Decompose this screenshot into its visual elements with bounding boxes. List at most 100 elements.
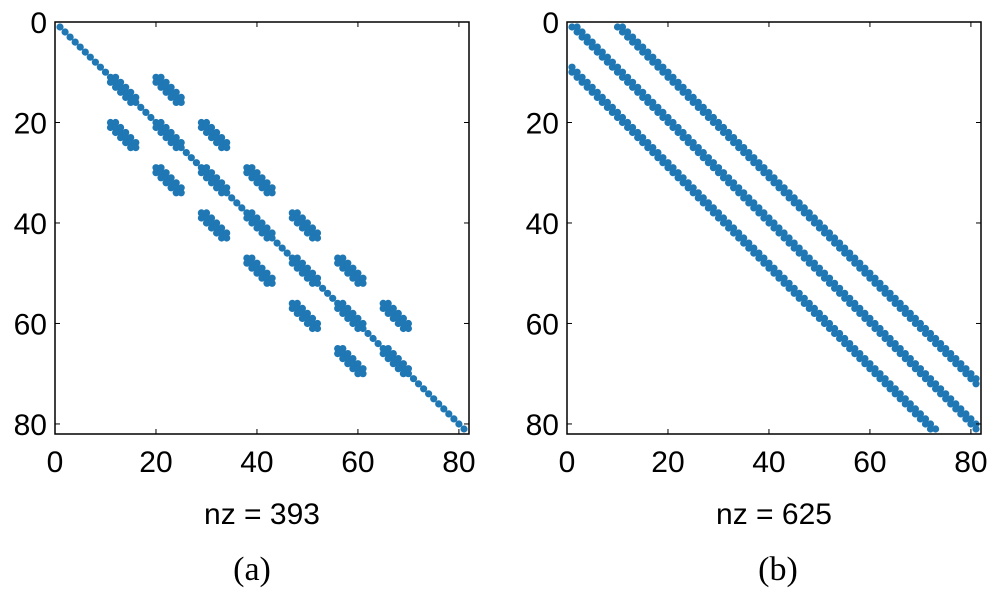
nonzero-point <box>399 319 407 328</box>
nonzero-point <box>298 269 306 277</box>
nonzero-point <box>618 113 627 122</box>
nonzero-point <box>725 224 733 232</box>
nonzero-point <box>957 365 965 373</box>
nonzero-point <box>293 209 301 217</box>
nonzero-point <box>952 400 960 408</box>
nonzero-point <box>308 274 317 282</box>
nonzero-point <box>719 219 728 227</box>
nonzero-point <box>243 259 251 267</box>
plot-frame-a <box>54 21 470 435</box>
nonzero-point <box>659 159 667 167</box>
nonzero-point <box>785 279 793 287</box>
nonzero-point <box>399 360 407 368</box>
nonzero-point <box>689 184 697 192</box>
nonzero-point <box>384 309 392 317</box>
nonzero-point <box>608 58 617 66</box>
nonzero-point <box>106 123 115 132</box>
nonzero-point <box>207 214 216 222</box>
nonzero-point <box>709 118 718 127</box>
nonzero-point <box>298 219 306 227</box>
nonzero-point <box>891 385 899 393</box>
nonzero-point <box>624 33 632 41</box>
nonzero-point <box>836 289 844 297</box>
nonzero-point <box>972 380 980 388</box>
nonzero-point <box>866 274 874 282</box>
nonzero-point <box>354 365 362 373</box>
sparsity-marks-a <box>56 23 468 433</box>
nonzero-point <box>674 123 682 132</box>
nonzero-point <box>800 294 808 302</box>
nonzero-point <box>669 123 677 132</box>
nonzero-point <box>699 199 707 207</box>
nonzero-point <box>664 73 672 81</box>
nonzero-point <box>293 304 301 312</box>
nonzero-point <box>152 118 160 127</box>
nonzero-point <box>825 234 834 242</box>
nonzero-point <box>588 38 596 46</box>
nonzero-point <box>213 128 221 137</box>
nonzero-point <box>344 269 352 277</box>
nonzero-point <box>629 128 637 137</box>
nonzero-point <box>684 134 692 142</box>
nonzero-point <box>800 299 808 307</box>
nonzero-point <box>846 345 854 353</box>
nonzero-point <box>303 219 311 227</box>
nonzero-point <box>644 98 652 106</box>
nonzero-point <box>207 169 216 177</box>
nonzero-point <box>349 365 357 373</box>
nonzero-point <box>947 395 955 403</box>
nonzero-point <box>730 139 738 147</box>
nonzero-point <box>399 314 407 322</box>
nonzero-point <box>785 284 793 292</box>
nonzero-point <box>669 73 677 81</box>
nonzero-point <box>926 334 935 343</box>
nonzero-point <box>96 63 104 71</box>
nonzero-point <box>127 144 135 152</box>
nonzero-point <box>831 284 839 292</box>
nonzero-point <box>404 370 412 378</box>
nonzero-point <box>629 33 637 41</box>
nonzero-point <box>624 118 632 127</box>
nonzero-point <box>780 184 788 192</box>
nonzero-point <box>71 38 79 46</box>
nonzero-point <box>962 365 970 373</box>
nonzero-point <box>714 214 723 222</box>
nonzero-point <box>112 118 120 127</box>
nonzero-point <box>344 350 352 358</box>
nonzero-point <box>901 395 909 403</box>
nonzero-point <box>263 224 271 232</box>
nonzero-point <box>293 254 301 262</box>
nonzero-point <box>167 134 175 142</box>
nonzero-point <box>207 179 216 187</box>
nonzero-point <box>664 164 672 172</box>
nonzero-point <box>573 73 581 81</box>
nonzero-point <box>258 219 266 227</box>
nonzero-point <box>937 345 945 353</box>
nonzero-point <box>334 259 342 267</box>
nonzero-point <box>719 214 728 222</box>
y-tick-label: 60 <box>14 308 47 341</box>
nonzero-point <box>881 284 889 292</box>
nonzero-point <box>735 234 743 242</box>
nonzero-point <box>157 123 165 132</box>
nonzero-point <box>810 304 819 312</box>
nonzero-point <box>293 259 301 267</box>
nonzero-point <box>202 118 211 127</box>
nonzero-point <box>157 78 165 86</box>
nonzero-point <box>162 179 170 187</box>
nonzero-point <box>714 164 723 172</box>
nonzero-point <box>288 259 296 267</box>
nonzero-point <box>629 38 637 46</box>
nonzero-point <box>253 264 261 272</box>
nonzero-point <box>152 164 160 172</box>
nonzero-point <box>313 229 322 237</box>
nonzero-point <box>770 224 778 232</box>
nonzero-point <box>815 314 824 322</box>
nonzero-point <box>932 340 940 348</box>
nonzero-point <box>825 319 834 328</box>
nonzero-point <box>238 204 246 212</box>
nonzero-point <box>248 264 256 272</box>
nonzero-point <box>699 108 707 116</box>
nonzero-point <box>745 239 753 247</box>
y-tick-label: 20 <box>526 107 559 140</box>
